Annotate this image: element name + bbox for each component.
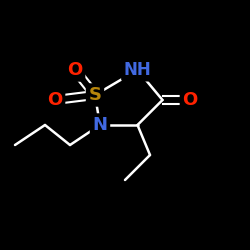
- Text: N: N: [92, 116, 108, 134]
- Text: S: S: [88, 86, 102, 104]
- Text: O: O: [68, 61, 82, 79]
- Text: NH: NH: [124, 61, 152, 79]
- Text: O: O: [48, 91, 62, 109]
- Text: O: O: [182, 91, 198, 109]
